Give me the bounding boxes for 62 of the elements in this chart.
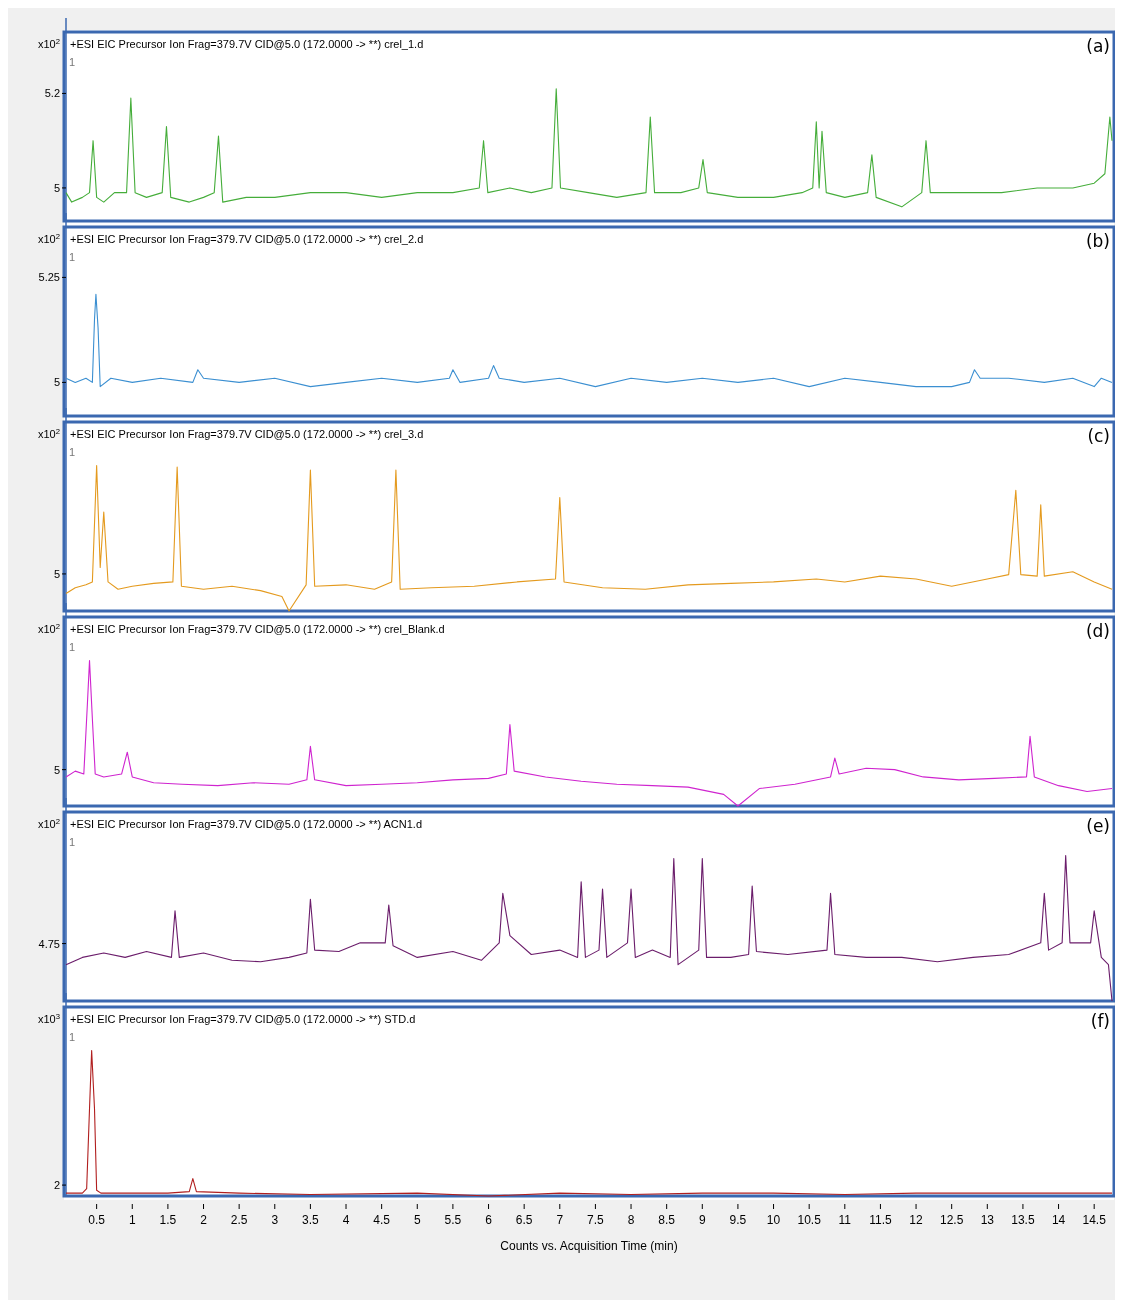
x-tick-label: 5 [413,1213,421,1227]
chart-title: +ESI EIC Precursor Ion Frag=379.7V CID@5.0 (172.0000 -> **) crel_3.d [70,428,424,440]
y-axis-title: x10$^{2}$ [37,816,60,830]
text: 4.75 [38,937,60,950]
x-tick-label: 8 [627,1213,635,1227]
x-tick-label: 14.5 [1082,1213,1107,1227]
chart-title: +ESI EIC Precursor Ion Frag=379.7V CID@5.0 (172.0000 -> **) crel_Blank.d [70,623,445,635]
text: 2 [53,1179,60,1192]
text: 1 [69,1031,76,1043]
text: (e) [1086,816,1110,836]
line-series [65,293,1113,388]
text: (d) [1085,621,1110,641]
line-series [65,88,1113,208]
x-tick-label: 1 [128,1213,136,1227]
chart-title: +ESI EIC Precursor Ion Frag=379.7V CID@5.0 (172.0000 -> **) ACN1.d [70,818,423,830]
x-tick-label: 10.5 [797,1213,822,1227]
x-tick-label: 2.5 [230,1213,248,1227]
x-tick-label: 9 [698,1213,706,1227]
x-axis-title: Counts vs. Acquisition Time (min) [500,1239,678,1253]
x-tick-label: 12 [909,1213,924,1227]
x-tick-label: 8.5 [658,1213,676,1227]
text: (c) [1087,426,1110,446]
x-tick-label: 13 [980,1213,995,1227]
text: 1 [69,446,76,458]
y-axis-title: x10$^{2}$ [37,36,60,50]
y-tick-label: 5.2 [44,87,60,100]
text: 1 [69,836,76,848]
x-tick-label: 9.5 [729,1213,747,1227]
y-tick-label: 5 [53,181,60,194]
x-tick-label: 6.5 [515,1213,533,1227]
x-tick-label: 3.5 [302,1213,320,1227]
text: (f) [1090,1011,1110,1031]
y-axis-title: x10$^{3}$ [37,1011,60,1025]
x-tick-label: 6 [485,1213,493,1227]
y-axis-title: x10$^{2}$ [37,621,60,635]
annotation: 1 [69,251,76,263]
x-tick-label: 1.5 [159,1213,177,1227]
x-tick-label: 14 [1051,1213,1066,1227]
x-tick-label: 11.5 [869,1213,892,1227]
annotation: 1 [69,56,76,68]
x-tick-label: 7.5 [587,1213,605,1227]
y-tick-label: 5 [53,376,60,389]
text: +ESI EIC Precursor Ion Frag=379.7V CID@5.0 (172.0000 -> **) crel_1.d [70,38,424,50]
annotation: (b) [1085,231,1110,251]
x-tick-label: 5.5 [444,1213,462,1227]
text: 1 [69,641,76,653]
x-tick-label: 4 [342,1213,350,1227]
y-axis-title: x10$^{2}$ [37,426,60,440]
x-tick-label: 10 [766,1213,781,1227]
x-tick-label: 0.5 [88,1213,106,1227]
x-tick-label: 13.5 [1011,1213,1035,1227]
chart-title: +ESI EIC Precursor Ion Frag=379.7V CID@5.0 (172.0000 -> **) STD.d [70,1013,416,1025]
y-tick-label: 5.25 [38,271,60,284]
x-tick-label: 12.5 [940,1213,964,1227]
x-tick-label: 11 [838,1213,852,1227]
x-tick-label: 3 [271,1213,279,1227]
annotation: (a) [1086,36,1110,56]
x-tick-label: 2 [200,1213,208,1227]
x-tick-label: 7 [556,1213,564,1227]
y-axis-title: x10$^{2}$ [37,231,60,245]
text: +ESI EIC Precursor Ion Frag=379.7V CID@5.0 (172.0000 -> **) crel_2.d [70,233,424,245]
x-tick-label: 4.5 [373,1213,391,1227]
